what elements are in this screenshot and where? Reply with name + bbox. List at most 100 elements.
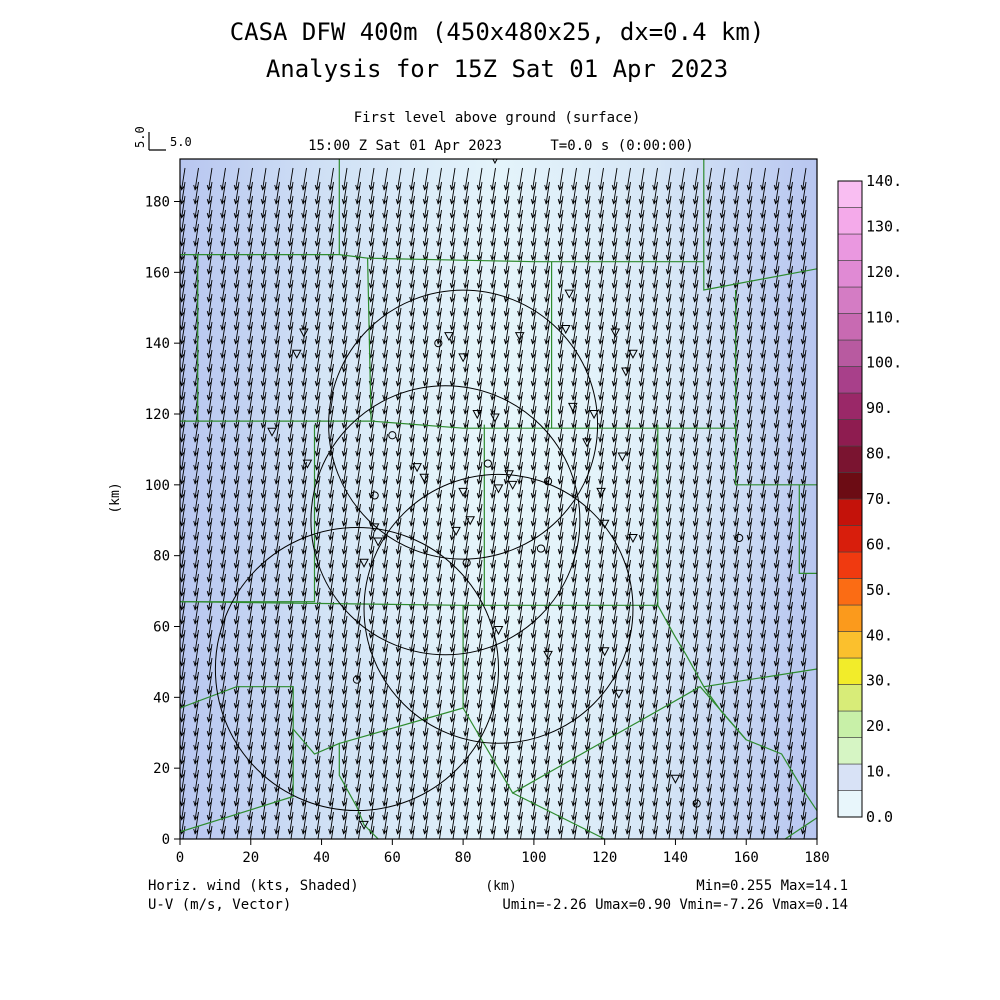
- station-marker-42: [599, 647, 610, 657]
- county-boundary-19: [798, 484, 817, 575]
- colorbar-cell-22: [837, 207, 863, 235]
- radar-range-rings: [214, 289, 634, 812]
- colorbar-label-4: 40.: [866, 626, 893, 644]
- colorbar-label-1: 10.: [866, 763, 893, 781]
- colorbar-cell-17: [837, 339, 863, 367]
- colorbar-cell-14: [837, 419, 863, 447]
- y-axis: 0 20 40 60 80 100 120 140 160 180: [145, 195, 180, 848]
- colorbar-cell-13: [837, 445, 863, 473]
- station-marker-16: [490, 413, 500, 423]
- y-tick-label-9: 180: [145, 195, 170, 211]
- station-marker-35: [628, 533, 638, 544]
- station-marker-48: [359, 820, 369, 830]
- chart-title-line1: CASA DFW 400m (450x480x25, dx=0.4 km): [230, 18, 765, 46]
- county-boundary-16: [657, 605, 817, 688]
- station-marker-47: [692, 799, 701, 808]
- colorbar-cell-1: [837, 763, 863, 791]
- colorbar-cell-0: [837, 790, 863, 818]
- station-marker-21: [483, 459, 492, 468]
- colorbar-cell-18: [837, 313, 863, 341]
- x-tick-label-1: 20: [242, 850, 259, 866]
- station-marker-24: [370, 491, 379, 500]
- county-boundary-17: [703, 686, 747, 741]
- colorbar-frame: [837, 180, 863, 818]
- colorbar-cell-23: [837, 180, 863, 208]
- x-axis-unit-label: (km): [485, 879, 516, 894]
- station-marker-27: [507, 480, 518, 490]
- radar-range-ring-0: [328, 289, 599, 560]
- station-marker-3: [302, 459, 313, 469]
- station-marker-20: [419, 473, 430, 483]
- colorbar-label-0: 0.0: [866, 808, 893, 826]
- y-tick-label-3: 60: [153, 620, 170, 636]
- wind-vectors: [180, 167, 807, 839]
- station-marker-8: [564, 289, 575, 299]
- station-marker-4: [434, 339, 443, 348]
- colorbar-cell-2: [837, 737, 863, 765]
- y-tick-label-8: 160: [145, 265, 170, 281]
- radar-range-ring-1: [310, 385, 581, 656]
- colorbar-cell-10: [837, 525, 863, 553]
- y-tick-label-6: 120: [145, 407, 170, 423]
- x-tick-label-7: 140: [663, 850, 688, 866]
- station-marker-31: [373, 537, 384, 547]
- station-marker-25: [458, 487, 468, 497]
- station-marker-11: [628, 349, 638, 359]
- station-marker-26: [493, 484, 504, 494]
- colorbar-label-13: 130.: [866, 217, 902, 235]
- y-tick-label-0: 0: [162, 832, 170, 848]
- station-marker-32: [451, 526, 461, 536]
- radar-range-ring-3: [214, 526, 500, 812]
- station-marker-36: [536, 544, 546, 553]
- colorbar-label-10: 100.: [866, 354, 902, 372]
- station-marker-41: [543, 650, 553, 660]
- station-marker-6: [458, 353, 468, 363]
- colorbar-cell-20: [837, 260, 863, 288]
- colorbar: 0.0 10. 20. 30. 40. 50. 60. 70. 80. 90. 100. 110. 12…: [837, 172, 902, 826]
- x-tick-label-5: 100: [521, 850, 546, 866]
- station-marker-17: [388, 431, 397, 440]
- reference-vector: 5.0 5.0: [133, 126, 192, 151]
- station-marker-23: [617, 452, 628, 462]
- station-marker-30: [369, 523, 380, 533]
- station-marker-22: [504, 470, 514, 480]
- radar-range-ring-2: [363, 473, 634, 744]
- y-tick-label-5: 100: [145, 478, 170, 494]
- station-marker-44: [613, 689, 624, 699]
- county-boundary-15: [512, 792, 605, 839]
- station-marker-9: [560, 325, 571, 335]
- x-tick-label-8: 160: [734, 850, 759, 866]
- station-marker-13: [567, 402, 578, 412]
- station-marker-15: [472, 410, 483, 420]
- footer-vector-caption: U-V (m/s, Vector): [148, 897, 291, 913]
- colorbar-label-9: 90.: [866, 399, 893, 417]
- colorbar-label-12: 120.: [866, 263, 902, 281]
- x-tick-label-3: 60: [384, 850, 401, 866]
- colorbar-label-5: 50.: [866, 581, 893, 599]
- station-marker-7: [514, 332, 525, 342]
- colorbar-label-6: 60.: [866, 535, 893, 553]
- county-boundary-11: [180, 686, 379, 839]
- y-tick-label-2: 40: [153, 690, 170, 706]
- y-tick-label-1: 20: [153, 761, 170, 777]
- station-marker-39: [735, 533, 744, 543]
- colorbar-cell-12: [837, 472, 863, 500]
- colorbar-cell-5: [837, 657, 863, 685]
- station-marker-46: [670, 774, 681, 784]
- station-marker-5: [444, 332, 454, 342]
- colorbar-cell-21: [837, 233, 863, 261]
- station-marker-12: [621, 367, 631, 377]
- station-marker-38: [359, 558, 369, 568]
- reference-vector-label-horizontal: 5.0: [170, 135, 192, 149]
- time-step-label: T=0.0 s (0:00:00): [550, 138, 693, 154]
- y-axis-label: (km): [108, 482, 123, 513]
- footer-shading-caption: Horiz. wind (kts, Shaded): [148, 878, 359, 894]
- county-boundary-8: [180, 424, 659, 606]
- x-tick-label-0: 0: [176, 850, 184, 866]
- station-marker-1: [291, 349, 302, 359]
- colorbar-cell-19: [837, 286, 863, 314]
- station-marker-40: [493, 626, 504, 636]
- colorbar-label-7: 70.: [866, 490, 893, 508]
- x-axis: 0 20 40 60 80 100 120 140 160 180: [176, 839, 830, 866]
- station-marker-10: [610, 328, 621, 338]
